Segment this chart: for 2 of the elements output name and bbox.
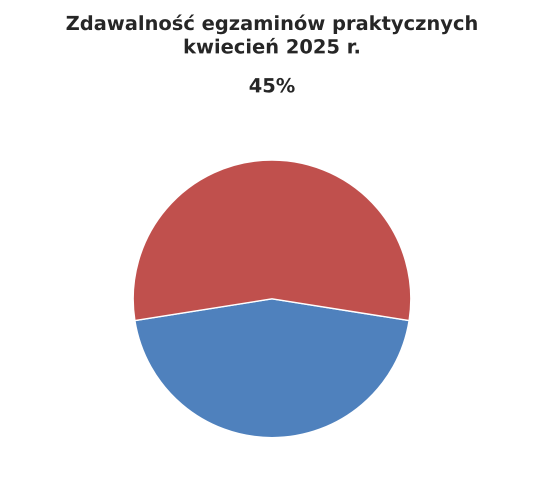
chart-title: Zdawalność egzaminów praktycznych kwiecień 2025 r. [66,14,477,54]
chart-subtitle: 45% [250,78,295,93]
